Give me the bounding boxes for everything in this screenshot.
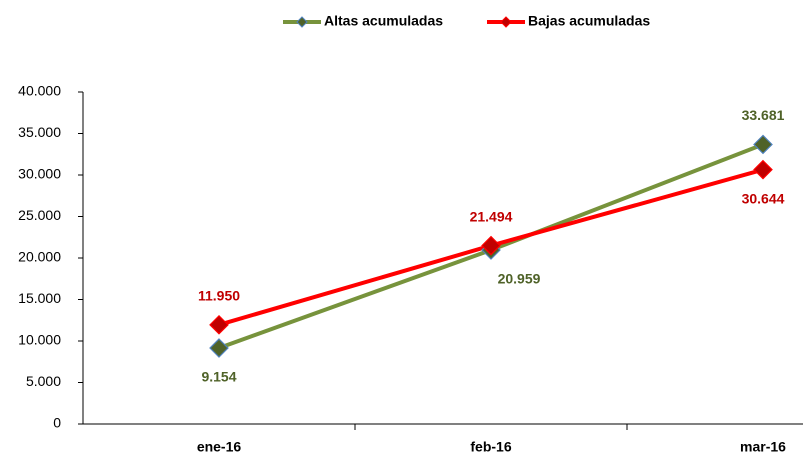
x-tick-label: feb-16 [470,439,511,455]
y-tick-label: 10.000 [18,332,61,348]
data-label: 30.644 [742,190,785,206]
y-tick-label: 20.000 [18,249,61,265]
y-tick-label: 15.000 [18,290,61,306]
x-tick-label: ene-16 [197,439,242,455]
legend-marker [296,16,308,28]
y-tick-label: 25.000 [18,207,61,223]
point-marker [209,314,229,335]
data-label: 20.959 [498,271,541,287]
legend-marker [500,16,512,28]
data-label: 21.494 [470,208,513,224]
point-marker [481,235,501,256]
y-tick-label: 30.000 [18,166,61,182]
data-label: 9.154 [201,369,236,385]
data-label: 33.681 [742,107,785,123]
point-marker [753,159,773,180]
y-tick-label: 35.000 [18,124,61,140]
data-label: 11.950 [198,288,240,304]
y-tick-label: 5.000 [26,373,61,389]
point-marker [753,134,773,155]
point-marker [209,338,229,358]
y-tick-label: 40.000 [18,83,61,99]
x-tick-label: mar-16 [740,439,786,455]
legend-label: Bajas acumuladas [528,13,650,29]
y-tick-label: 0 [53,415,61,431]
legend-label: Altas acumuladas [324,13,443,29]
